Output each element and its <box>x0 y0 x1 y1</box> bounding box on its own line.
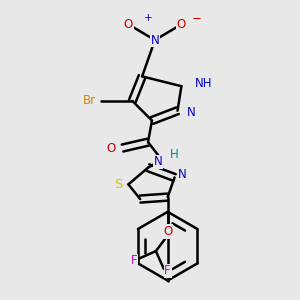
Text: N: N <box>178 168 187 181</box>
Text: N: N <box>187 106 196 119</box>
Text: S: S <box>114 178 123 191</box>
Text: O: O <box>163 225 172 238</box>
Text: N: N <box>151 34 159 46</box>
Text: +: + <box>144 14 152 23</box>
Text: H: H <box>170 148 179 161</box>
Text: O: O <box>177 18 186 31</box>
Text: O: O <box>124 18 133 31</box>
Text: O: O <box>106 142 116 154</box>
Text: F: F <box>164 264 171 277</box>
Text: N: N <box>154 155 162 168</box>
Text: F: F <box>131 254 138 267</box>
Text: Br: Br <box>82 94 96 107</box>
Text: −: − <box>192 12 202 25</box>
Text: NH: NH <box>195 77 213 90</box>
